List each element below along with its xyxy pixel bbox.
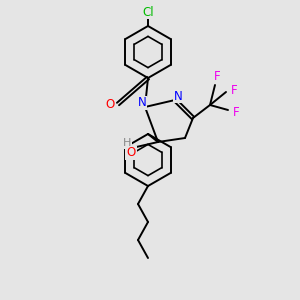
- Text: H: H: [123, 138, 131, 148]
- Text: F: F: [214, 70, 220, 83]
- Text: O: O: [105, 98, 115, 110]
- Text: N: N: [174, 89, 182, 103]
- Text: F: F: [231, 83, 237, 97]
- Text: Cl: Cl: [142, 5, 154, 19]
- Text: F: F: [233, 106, 239, 118]
- Text: N: N: [138, 97, 146, 110]
- Text: O: O: [126, 146, 136, 160]
